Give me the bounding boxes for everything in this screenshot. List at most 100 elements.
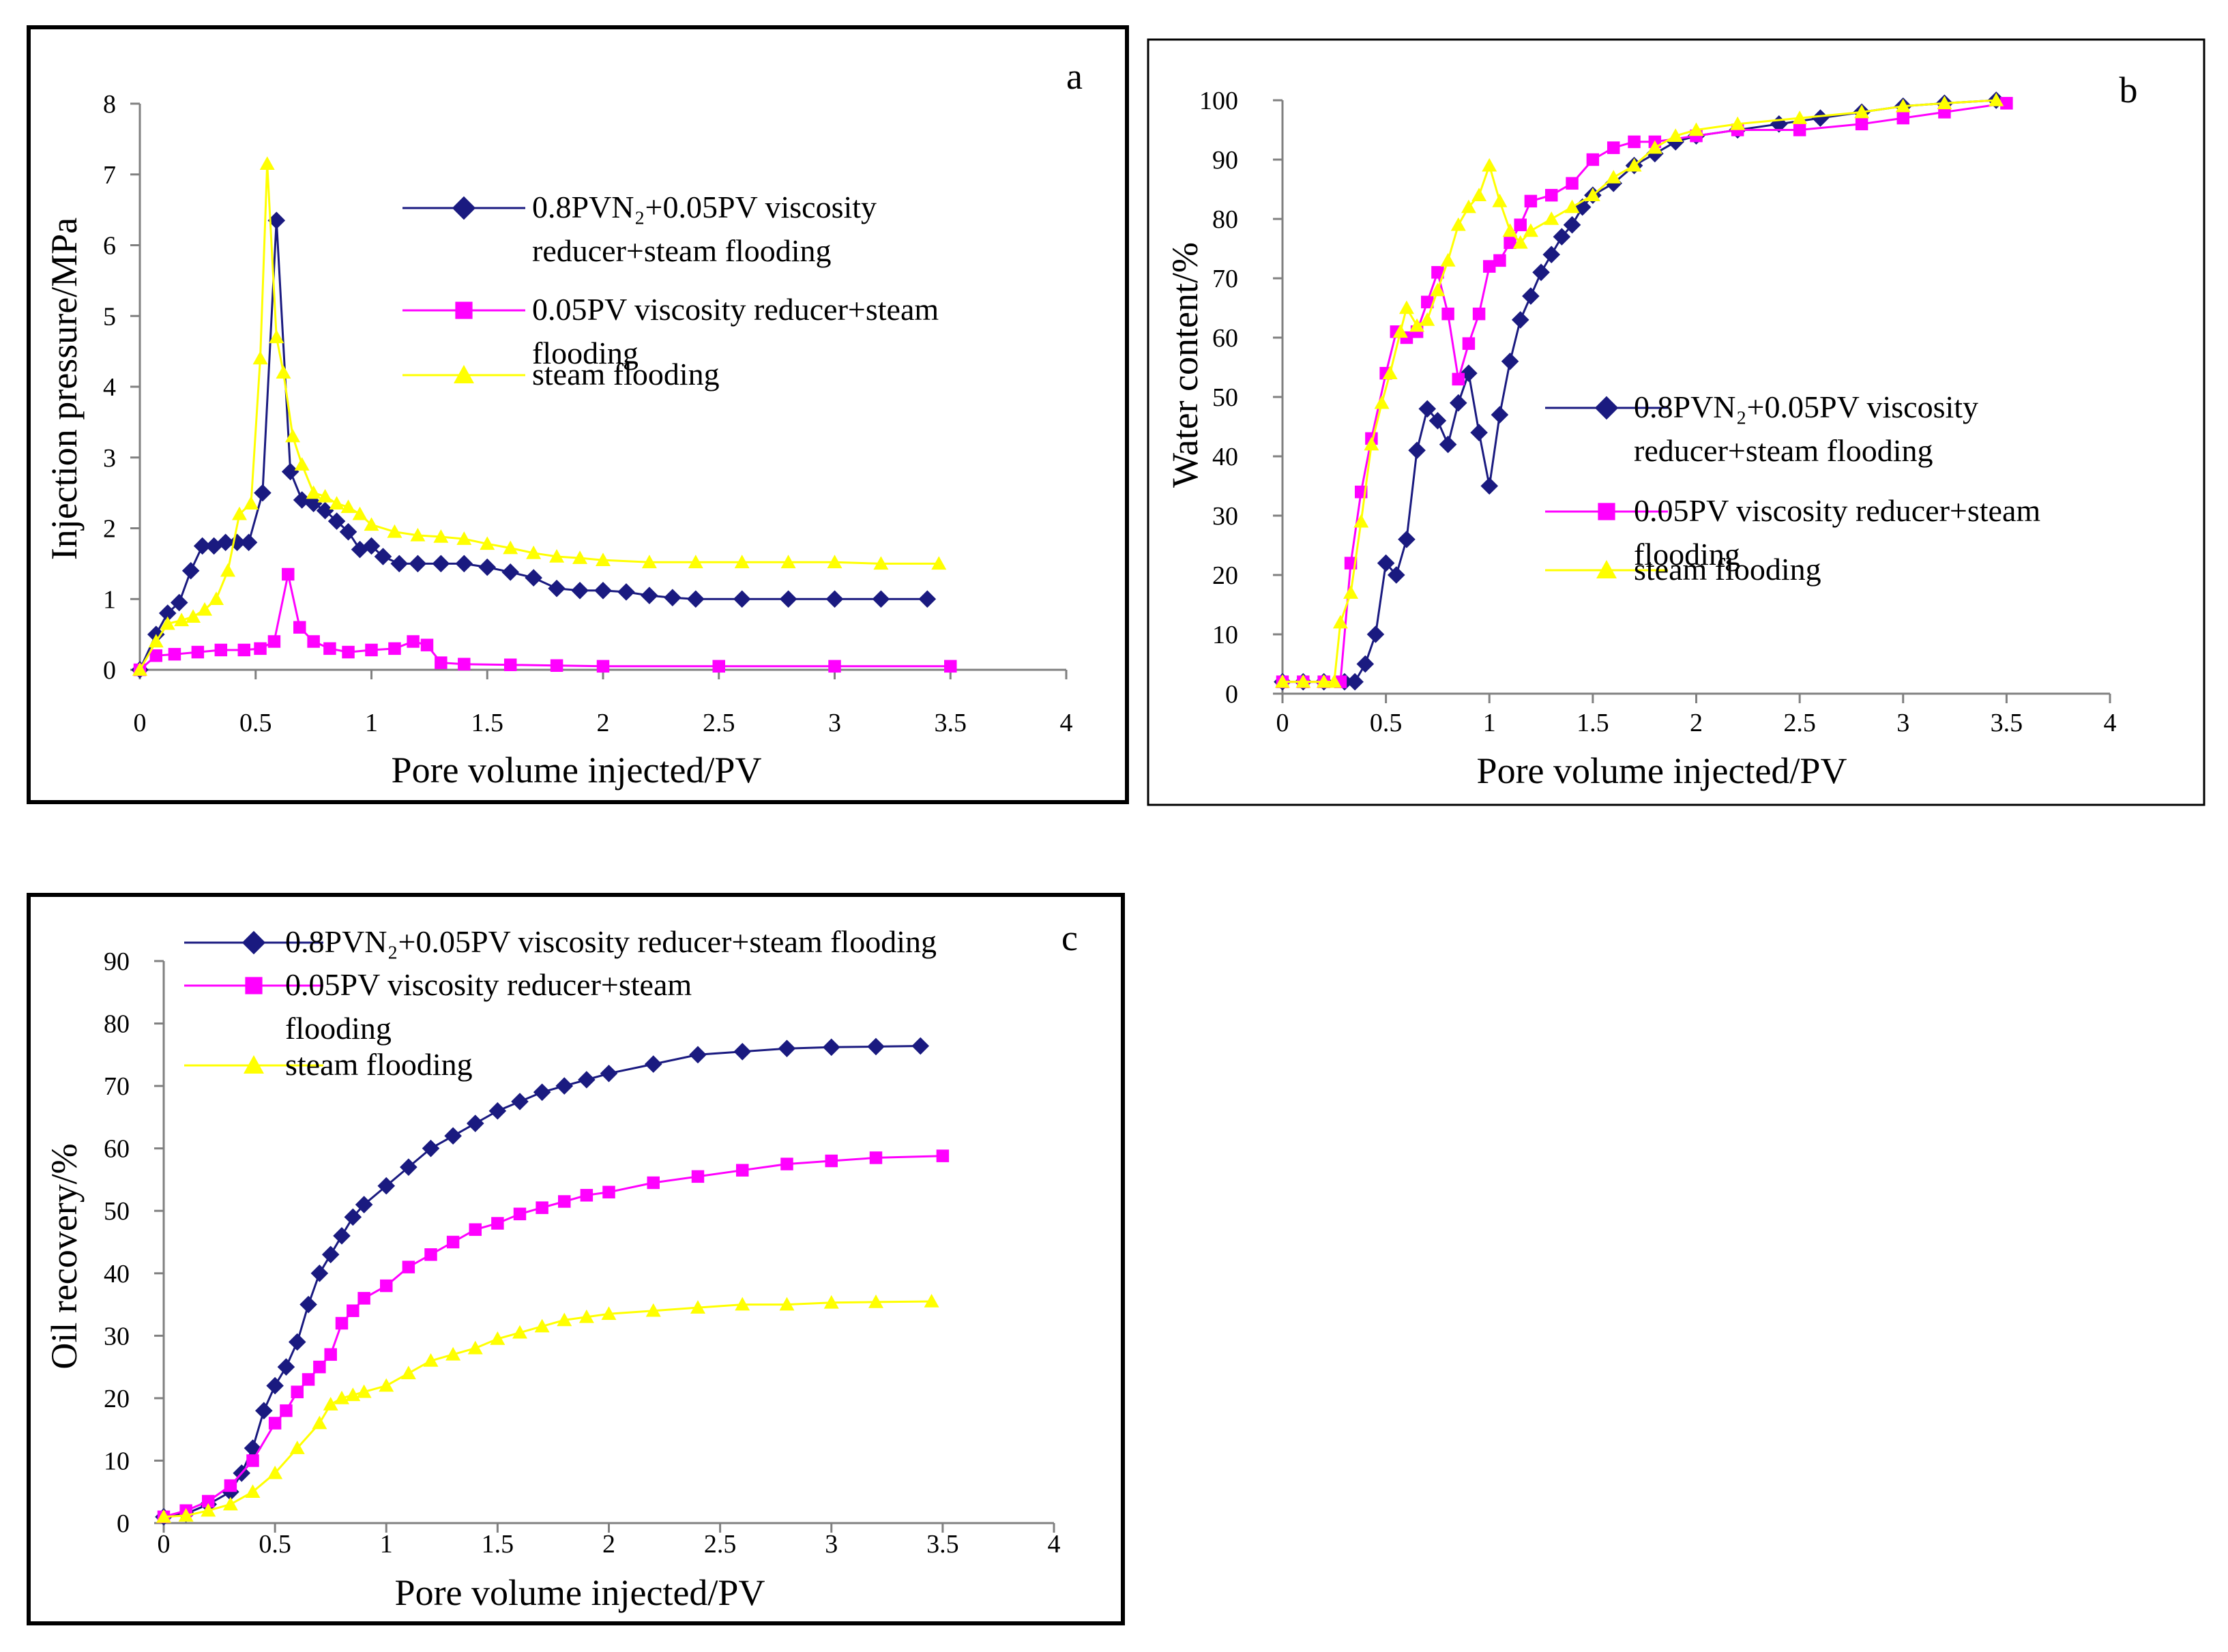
panel-c-series-2-point bbox=[491, 1217, 504, 1230]
panel-a-series-3-point bbox=[873, 556, 889, 570]
panel-a-y-axis-title: Injection pressure/MPa bbox=[44, 218, 85, 560]
panel-c-series-3-point bbox=[201, 1503, 216, 1517]
panel-a-series-1 bbox=[131, 211, 937, 679]
panel-c-series-1-point bbox=[488, 1102, 507, 1120]
panel-a-series-2-point bbox=[712, 660, 725, 673]
panel-b-series-1-point bbox=[1542, 246, 1561, 264]
panel-b-series-3-point bbox=[1471, 188, 1487, 201]
panel-b-series-layer bbox=[1274, 91, 2013, 691]
panel-c-series-2-point bbox=[402, 1260, 415, 1273]
panel-a-series-3-point bbox=[276, 365, 291, 379]
panel-b-series-2-point bbox=[1493, 254, 1506, 267]
panel-a-x-tick-label: 2 bbox=[597, 709, 610, 737]
panel-c-series-2-point bbox=[302, 1373, 315, 1386]
panel-c-series-1-point bbox=[644, 1055, 662, 1073]
panel-b-series-3-point bbox=[1523, 223, 1538, 237]
panel-a-y-tick-label: 6 bbox=[103, 232, 116, 261]
panel-b-x-tick-label: 1 bbox=[1483, 709, 1496, 737]
panel-a-series-2-point bbox=[282, 567, 295, 581]
panel-c-y-tick-label: 0 bbox=[117, 1509, 130, 1538]
panel-a-series-3-point bbox=[231, 506, 247, 520]
panel-a-series-2-point bbox=[550, 659, 563, 673]
panel-a-series-2 bbox=[133, 567, 957, 677]
panel-a-series-2-point bbox=[420, 638, 434, 651]
panel-b-series-2-point bbox=[1504, 236, 1516, 250]
panel-c-x-tick-label: 3 bbox=[825, 1530, 838, 1559]
panel-b-series-2-point bbox=[2000, 97, 2013, 110]
panel-b-series-2-point bbox=[1628, 135, 1641, 149]
panel-a-series-1-point bbox=[548, 579, 566, 598]
panel-b-x-tick-label: 1.5 bbox=[1577, 709, 1609, 737]
panel-c-series-2-point bbox=[691, 1170, 705, 1183]
panel-c-series-3-point bbox=[334, 1390, 349, 1404]
panel-a-series-1-point bbox=[362, 537, 381, 555]
panel-b-x-tick-label: 2.5 bbox=[1783, 709, 1816, 737]
panel-b-series-3-point bbox=[1544, 211, 1559, 225]
panel-a-series-1-point bbox=[641, 587, 658, 604]
panel-b-series-3-point bbox=[1450, 217, 1466, 231]
panel-b-series-1-point bbox=[1532, 263, 1550, 282]
panel-c-y-tick-label: 80 bbox=[104, 1010, 130, 1039]
panel-c-series-1-point bbox=[299, 1295, 317, 1314]
panel-b-series-3-point bbox=[1343, 585, 1359, 599]
panel-b-legend-label-2: flooding bbox=[1634, 537, 1740, 572]
panel-b-y-tick-label: 0 bbox=[1225, 680, 1238, 709]
panel-b-series-2-point bbox=[1431, 266, 1444, 279]
panel-c-x-tick-label: 2 bbox=[602, 1530, 615, 1559]
panel-a-series-1-point bbox=[617, 583, 635, 601]
panel-c-series-2-point bbox=[936, 1149, 950, 1162]
panel-b-series-3-point bbox=[1482, 158, 1497, 172]
panel-a-series-2-point bbox=[168, 647, 181, 661]
panel-c-series-1-point bbox=[310, 1264, 329, 1282]
panel-c-y-axis-title: Oil recovery/% bbox=[44, 1143, 85, 1369]
panel-c-series-1-point bbox=[444, 1127, 462, 1145]
panel-a-y-tick-label: 0 bbox=[103, 656, 116, 685]
panel-a-legend-marker-3 bbox=[454, 365, 474, 383]
panel-c-series-3-point bbox=[178, 1508, 194, 1522]
panel-c-series-1-point bbox=[689, 1046, 707, 1064]
panel-a-x-tick-label: 1 bbox=[365, 709, 378, 737]
panel-b-series-1-point bbox=[1491, 406, 1509, 424]
panel-a-series-2-point bbox=[323, 642, 336, 655]
panel-b-series-3-point bbox=[1647, 140, 1662, 154]
panel-a-series-2-point bbox=[293, 621, 306, 634]
panel-c-series-2-point bbox=[335, 1316, 349, 1330]
panel-a-series-1-point bbox=[664, 589, 681, 606]
panel-c-series-1-point bbox=[266, 1376, 284, 1395]
panel-c-series-3-point bbox=[645, 1303, 661, 1317]
panel-a-series-3-point bbox=[132, 662, 147, 676]
panel-a-series-3-point bbox=[572, 550, 588, 564]
panel-a-legend: 0.8PVN₂+0.05PV viscosity reducer+steam fl… bbox=[402, 190, 939, 392]
panel-b-series-3-point bbox=[1606, 170, 1622, 183]
panel-a-x-tick-label: 4 bbox=[1060, 709, 1073, 737]
panel-c-series-3-line bbox=[163, 1300, 932, 1518]
panel-b-x-axis-title: Pore volume injected/PV bbox=[1477, 750, 1847, 791]
panel-c-series-1-point bbox=[733, 1042, 752, 1061]
panel-b-series-3-point bbox=[1398, 300, 1414, 314]
panel-b-y-tick-label: 10 bbox=[1212, 621, 1238, 649]
panel-c-series-3-point bbox=[512, 1325, 527, 1339]
panel-b-y-tick-label: 40 bbox=[1212, 443, 1238, 471]
panel-b-series-1-point bbox=[1366, 625, 1385, 643]
panel-c-series-2-point bbox=[825, 1154, 838, 1168]
panel-a-series-3-point bbox=[243, 496, 259, 510]
panel-c-series-1-point bbox=[778, 1039, 796, 1057]
panel-b-series-1-point bbox=[1553, 228, 1571, 246]
panel-c-series-3-point bbox=[823, 1295, 839, 1309]
panel-b-series-3-point bbox=[1382, 366, 1398, 379]
panel-a-series-3-point bbox=[252, 351, 268, 365]
panel-a-series-3-point bbox=[387, 524, 402, 538]
panel-a-legend-marker-2 bbox=[455, 301, 473, 319]
panel-c-series-1-point bbox=[533, 1083, 551, 1102]
panel-b-series-3-point bbox=[1668, 128, 1684, 142]
panel-c-series-1-point bbox=[555, 1077, 574, 1095]
panel-b-series-3 bbox=[1275, 93, 2004, 688]
panel-a-series-2-point bbox=[342, 645, 355, 659]
panel-c-series-1-point bbox=[277, 1358, 295, 1376]
panel-a-series-2-point bbox=[503, 658, 517, 671]
panel-a-series-1-point bbox=[239, 533, 258, 552]
panel-b-x-tick-label: 0.5 bbox=[1370, 709, 1403, 737]
